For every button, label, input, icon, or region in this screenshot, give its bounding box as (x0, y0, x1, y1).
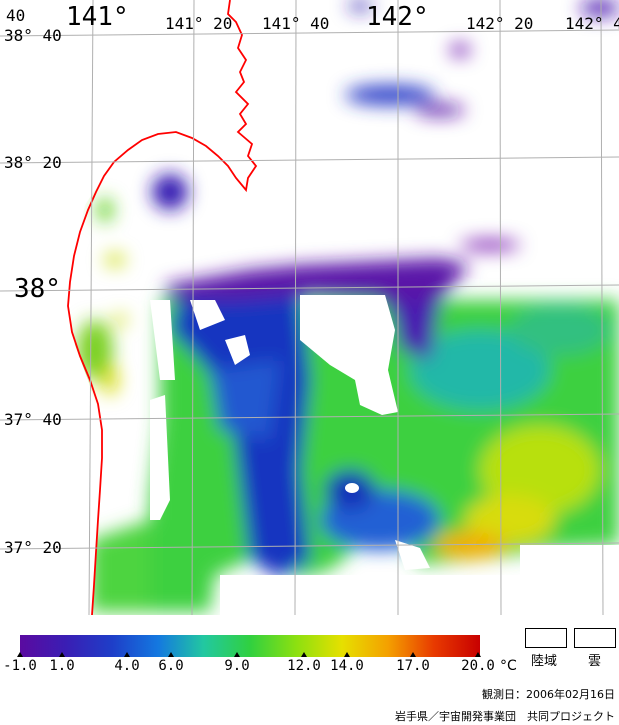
lon-label-142-40: 142° 4 (565, 14, 619, 33)
sst-field (77, 0, 619, 612)
cloud-legend-label: 雲 (588, 654, 602, 669)
top-left-label: 40 (6, 6, 26, 25)
credit-text: 岩手県／宇宙開発事業団 共同プロジェクト (395, 710, 615, 723)
graticule (0, 0, 619, 615)
lat-label-38-40: 38° 40 (4, 26, 62, 45)
land-legend-swatch (525, 628, 567, 648)
colorbar-tick-label: 4.0 (114, 658, 140, 674)
colorbar-tick-label: 12.0 (287, 658, 321, 674)
lat-label-37-20: 37° 20 (4, 538, 62, 557)
cloud-legend-swatch (574, 628, 616, 648)
colorbar-tick-label: 1.0 (49, 658, 75, 674)
cloud-gaps (150, 295, 619, 615)
coastline (67, 0, 258, 615)
tick-mark (17, 652, 23, 657)
land-mass (0, 0, 252, 615)
tick-mark (410, 652, 416, 657)
colorbar-tick-label: 14.0 (330, 658, 364, 674)
colorbar-tick-label: 6.0 (158, 658, 184, 674)
colorbar-tick-label: -1.0 (3, 658, 37, 674)
tick-mark (475, 652, 481, 657)
colorbar-tick-label: 20.0 (461, 658, 495, 674)
sst-map (0, 0, 619, 615)
tick-mark (124, 652, 130, 657)
lat-label-37-40: 37° 40 (4, 410, 62, 429)
tick-mark (301, 652, 307, 657)
land-legend-label: 陸域 (531, 654, 558, 669)
lon-label-142-20: 142° 20 (466, 14, 534, 33)
temperature-unit: °C (500, 658, 517, 674)
observation-date: 観測日：2006年02月16日 (482, 688, 615, 701)
temperature-colorbar (20, 635, 480, 657)
lon-label-141-20: 141° 20 (165, 14, 233, 33)
lat-label-38-20: 38° 20 (4, 153, 62, 172)
tick-mark (168, 652, 174, 657)
lon-label-142: 142° (366, 2, 429, 32)
lon-label-141: 141° (66, 2, 129, 32)
tick-mark (234, 652, 240, 657)
colorbar-tick-label: 17.0 (396, 658, 430, 674)
colorbar-tick-label: 9.0 (224, 658, 250, 674)
lat-label-38: 38° (14, 274, 61, 304)
tick-mark (344, 652, 350, 657)
lon-label-141-40: 141° 40 (262, 14, 330, 33)
tick-mark (59, 652, 65, 657)
